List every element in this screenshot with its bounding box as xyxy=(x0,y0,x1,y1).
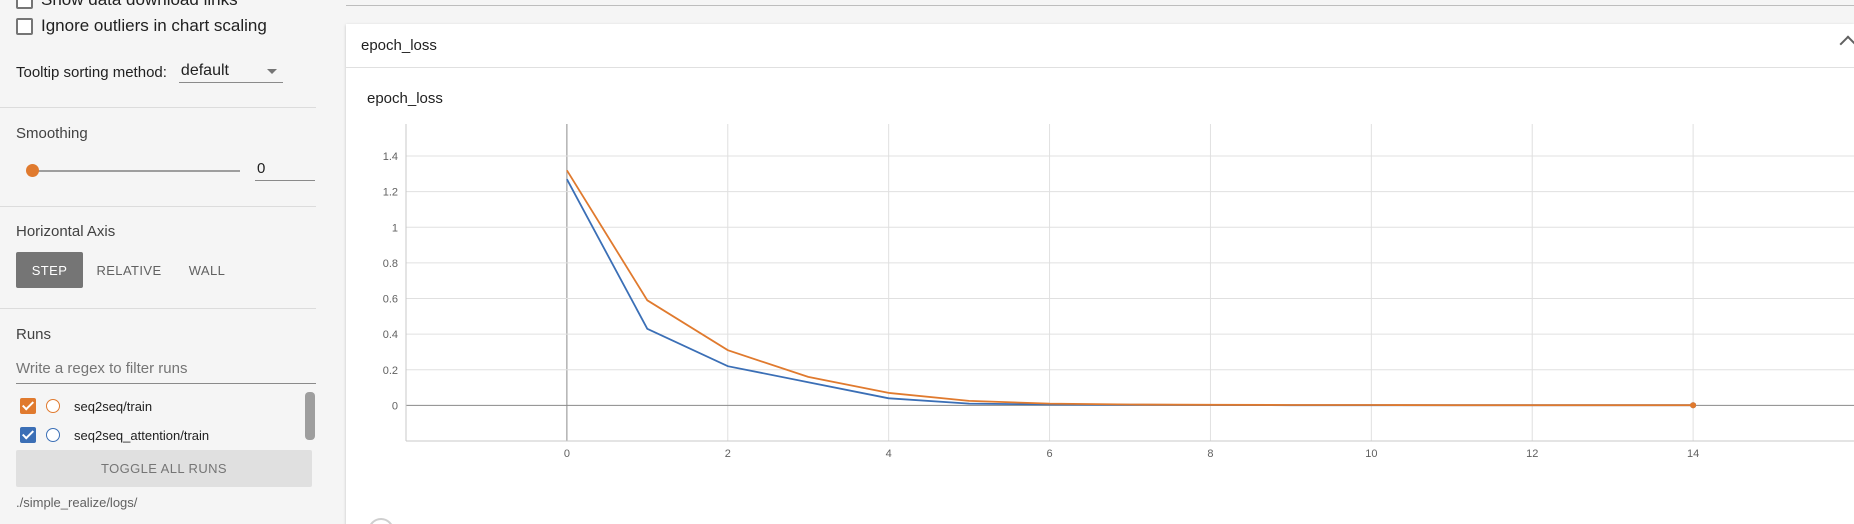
y-tick-label: 1 xyxy=(392,222,398,234)
y-tick-label: 1.2 xyxy=(383,187,398,199)
x-tick-label: 6 xyxy=(1046,448,1052,460)
grid xyxy=(406,124,1854,441)
tooltip-sorting-select[interactable]: default xyxy=(178,62,283,83)
show-download-links-label: Show data download links xyxy=(41,0,238,10)
horizontal-axis-title: Horizontal Axis xyxy=(16,223,116,240)
log-directory: ./simple_realize/logs/ xyxy=(16,495,138,510)
runs-title: Runs xyxy=(16,326,52,343)
ignore-outliers-label: Ignore outliers in chart scaling xyxy=(41,16,267,35)
series-line xyxy=(566,178,1694,407)
tooltip-sorting-row: Tooltip sorting method: default xyxy=(16,62,283,83)
run-item-seq2seq-attention-train[interactable]: seq2seq_attention/train xyxy=(20,427,209,443)
tick-labels: 0 2 4 6 8 10 12 14 0 0.2 0.4 0.6 0.8 1 1.2 1.4 xyxy=(383,151,1700,460)
run-item-seq2seq-train[interactable]: seq2seq/train xyxy=(20,398,152,414)
y-tick-label: 0.8 xyxy=(383,258,398,270)
loss-chart[interactable]: 0 2 4 6 8 10 12 14 0 0.2 0.4 0.6 0.8 1 1.2 1.4 xyxy=(346,118,1854,524)
run-color-icon[interactable] xyxy=(46,399,60,413)
x-tick-label: 8 xyxy=(1207,448,1213,460)
run-filter-input[interactable]: Write a regex to filter runs xyxy=(16,360,316,384)
y-tick-label: 0.4 xyxy=(383,329,398,341)
chevron-up-icon[interactable] xyxy=(1839,35,1854,53)
card-header-title: epoch_loss xyxy=(361,37,437,54)
axis-step-button[interactable]: STEP xyxy=(16,252,83,288)
x-tick-label: 2 xyxy=(725,448,731,460)
toggle-all-runs-button[interactable]: TOGGLE ALL RUNS xyxy=(16,450,312,487)
series-end-point xyxy=(1690,402,1697,409)
axis-wall-button[interactable]: WALL xyxy=(188,262,226,278)
divider xyxy=(0,107,316,108)
axes xyxy=(405,124,1854,442)
smoothing-input[interactable]: 0 xyxy=(255,158,315,181)
run-checkbox[interactable] xyxy=(20,427,36,443)
x-tick-label: 0 xyxy=(564,448,570,460)
divider xyxy=(0,308,316,309)
chevron-down-icon xyxy=(266,68,277,74)
smoothing-slider-thumb[interactable] xyxy=(26,164,39,177)
y-tick-label: 0 xyxy=(392,400,398,412)
x-tick-label: 10 xyxy=(1365,448,1377,460)
chart-title: epoch_loss xyxy=(367,90,443,107)
series-line xyxy=(566,169,1694,407)
top-rule xyxy=(346,0,1854,6)
tooltip-sorting-value: default xyxy=(180,62,229,79)
run-label: seq2seq_attention/train xyxy=(74,427,210,443)
x-tick-label: 12 xyxy=(1526,448,1538,460)
x-tick-label: 14 xyxy=(1687,448,1699,460)
tooltip-sorting-label: Tooltip sorting method: xyxy=(16,64,167,81)
axis-relative-button[interactable]: RELATIVE xyxy=(96,262,162,278)
sidebar: Show data download links Ignore outliers… xyxy=(0,0,316,524)
y-tick-label: 0.2 xyxy=(383,365,398,377)
run-label: seq2seq/train xyxy=(74,398,153,414)
show-download-links-checkbox[interactable]: Show data download links xyxy=(16,0,238,10)
checkbox-box[interactable] xyxy=(16,0,33,9)
series xyxy=(566,169,1697,409)
smoothing-slider-track[interactable] xyxy=(32,170,240,172)
run-checkbox[interactable] xyxy=(20,398,36,414)
smoothing-title: Smoothing xyxy=(16,125,88,142)
ignore-outliers-checkbox[interactable]: Ignore outliers in chart scaling xyxy=(16,16,267,36)
y-tick-label: 0.6 xyxy=(383,294,398,306)
run-color-icon[interactable] xyxy=(46,428,60,442)
card-header[interactable]: epoch_loss xyxy=(346,24,1854,68)
x-tick-label: 4 xyxy=(886,448,892,460)
runs-scrollbar[interactable] xyxy=(305,392,315,440)
divider xyxy=(0,206,316,207)
scalar-card: epoch_loss epoch_loss 0 2 4 6 8 10 12 14 0 0.2 0.4… xyxy=(346,24,1854,524)
checkbox-box[interactable] xyxy=(16,17,33,35)
y-tick-label: 1.4 xyxy=(383,151,398,163)
